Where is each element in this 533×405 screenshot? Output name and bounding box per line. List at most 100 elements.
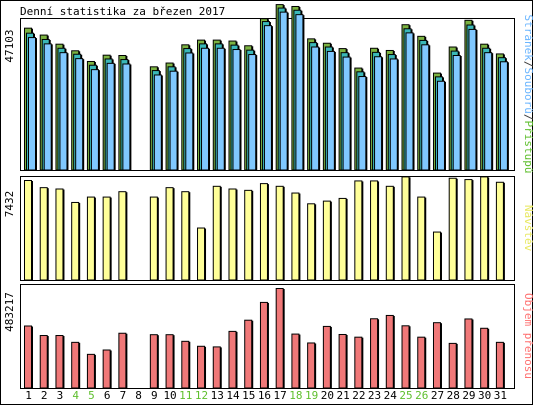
bar-n-v-t-v-day-16 xyxy=(259,183,268,281)
bar-str-nek-day-28 xyxy=(452,55,461,171)
bar-str-nek-day-25 xyxy=(405,32,414,171)
legend-entry: Stránek xyxy=(522,15,533,62)
panel-bottom: 483217 Objem přenosu xyxy=(3,284,533,389)
x-tick-label: 12 xyxy=(195,389,208,402)
panel-middle: 7432 Návštěv xyxy=(3,176,533,281)
legend-entry: Přístupů xyxy=(522,120,533,173)
bar-n-v-t-v-day-9 xyxy=(149,196,158,281)
bar-n-v-t-v-day-25 xyxy=(401,176,410,281)
panel-frame xyxy=(20,284,515,389)
x-tick-label: 14 xyxy=(226,389,240,402)
bar-objem-p-enosu-day-14 xyxy=(228,330,237,389)
bar-objem-p-enosu-day-27 xyxy=(432,322,441,389)
bar-n-v-t-v-day-20 xyxy=(322,200,331,281)
bar-str-nek-day-30 xyxy=(484,52,493,171)
bar-objem-p-enosu-day-26 xyxy=(417,336,426,389)
x-tick-label: 2 xyxy=(41,389,48,402)
bar-str-nek-day-13 xyxy=(216,47,225,171)
bar-n-v-t-v-day-10 xyxy=(165,187,174,281)
x-tick-label: 9 xyxy=(151,389,158,402)
bar-str-nek-day-9 xyxy=(153,74,162,171)
x-tick-label: 31 xyxy=(494,389,507,402)
bar-n-v-t-v-day-28 xyxy=(448,177,457,281)
bar-objem-p-enosu-day-23 xyxy=(370,318,379,389)
x-tick-label: 18 xyxy=(289,389,302,402)
bar-objem-p-enosu-day-29 xyxy=(464,318,473,389)
bar-str-nek-day-1 xyxy=(28,37,36,171)
legend-entry: Návštěv xyxy=(522,205,533,252)
bar-str-nek-day-3 xyxy=(59,52,68,171)
legend-entry: / xyxy=(522,61,533,68)
x-tick-label: 22 xyxy=(352,389,365,402)
legend-entry: Souborů xyxy=(522,68,533,114)
x-tick-label: 7 xyxy=(120,389,127,402)
bar-n-v-t-v-day-26 xyxy=(417,196,426,281)
x-tick-label: 29 xyxy=(462,389,475,402)
x-tick-label: 30 xyxy=(478,389,491,402)
bar-n-v-t-v-day-31 xyxy=(495,181,504,281)
legend-entry: / xyxy=(522,114,533,121)
bar-str-nek-day-16 xyxy=(263,25,272,171)
bar-objem-p-enosu-day-9 xyxy=(149,334,158,389)
bar-objem-p-enosu-day-25 xyxy=(401,325,410,389)
x-tick-label: 3 xyxy=(57,389,64,402)
x-tick-label: 25 xyxy=(399,389,412,402)
bar-str-nek-day-21 xyxy=(342,56,351,171)
x-tick-label: 20 xyxy=(321,389,334,402)
bar-n-v-t-v-day-14 xyxy=(228,188,237,281)
bar-n-v-t-v-day-1 xyxy=(24,180,32,281)
x-tick-label: 24 xyxy=(384,389,398,402)
bar-n-v-t-v-day-7 xyxy=(118,191,127,281)
bar-objem-p-enosu-day-4 xyxy=(71,341,80,389)
bar-str-nek-day-11 xyxy=(185,52,194,171)
legend: Stránek/Souborů/Přístupů xyxy=(522,15,533,174)
bar-objem-p-enosu-day-7 xyxy=(118,332,127,389)
bar-n-v-t-v-day-12 xyxy=(197,227,206,281)
bar-str-nek-day-14 xyxy=(232,49,241,171)
bar-str-nek-day-22 xyxy=(358,76,367,171)
x-tick-label: 10 xyxy=(163,389,176,402)
bar-str-nek-day-2 xyxy=(43,43,52,171)
x-tick-label: 19 xyxy=(305,389,318,402)
bar-objem-p-enosu-day-31 xyxy=(495,341,504,389)
bar-objem-p-enosu-day-22 xyxy=(354,336,363,389)
bar-objem-p-enosu-day-1 xyxy=(24,325,32,389)
bar-objem-p-enosu-day-3 xyxy=(55,335,64,389)
bar-str-nek-day-27 xyxy=(436,80,445,171)
x-tick-label: 8 xyxy=(135,389,142,402)
x-tick-label: 23 xyxy=(368,389,381,402)
bar-str-nek-day-31 xyxy=(499,61,508,171)
bar-objem-p-enosu-day-18 xyxy=(291,333,300,389)
bar-n-v-t-v-day-6 xyxy=(102,196,111,281)
bar-str-nek-day-19 xyxy=(311,46,320,171)
bar-str-nek-day-18 xyxy=(295,14,304,171)
bar-n-v-t-v-day-23 xyxy=(370,180,379,281)
bar-objem-p-enosu-day-5 xyxy=(86,353,95,389)
y-max-label: 7432 xyxy=(3,191,16,218)
x-tick-label: 6 xyxy=(104,389,111,402)
legend: Objem přenosu xyxy=(522,293,533,379)
x-tick-label: 11 xyxy=(179,389,192,402)
x-tick-label: 1 xyxy=(25,389,32,402)
bar-str-nek-day-23 xyxy=(374,56,383,171)
bar-n-v-t-v-day-15 xyxy=(244,189,253,281)
y-max-label: 483217 xyxy=(3,292,16,332)
x-tick-label: 15 xyxy=(242,389,255,402)
bar-objem-p-enosu-day-11 xyxy=(181,340,190,389)
bar-objem-p-enosu-day-15 xyxy=(244,319,253,389)
bar-str-nek-day-17 xyxy=(279,11,288,171)
bar-str-nek-day-4 xyxy=(75,58,84,171)
legend-entry: Objem přenosu xyxy=(522,293,533,379)
bar-str-nek-day-6 xyxy=(106,62,115,171)
bar-n-v-t-v-day-30 xyxy=(480,176,489,281)
bar-objem-p-enosu-day-2 xyxy=(39,335,48,389)
x-tick-label: 5 xyxy=(88,389,95,402)
bar-str-nek-day-5 xyxy=(90,69,99,171)
bar-n-v-t-v-day-24 xyxy=(385,185,394,281)
x-tick-label: 4 xyxy=(72,389,79,402)
x-tick-label: 27 xyxy=(431,389,444,402)
